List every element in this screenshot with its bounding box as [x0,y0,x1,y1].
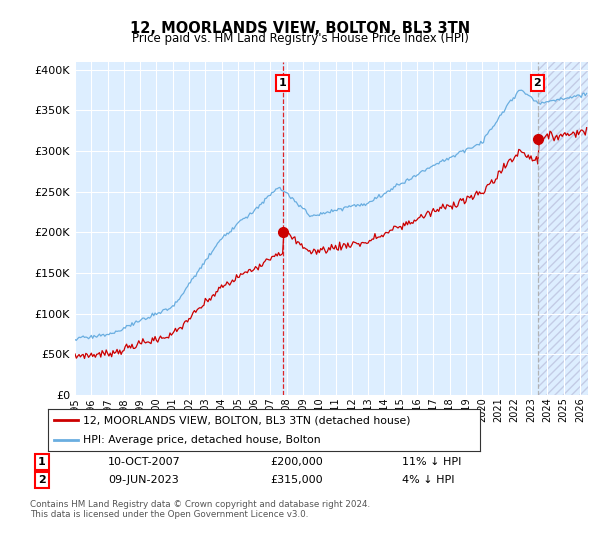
Text: 12, MOORLANDS VIEW, BOLTON, BL3 3TN (detached house): 12, MOORLANDS VIEW, BOLTON, BL3 3TN (det… [83,415,410,425]
Bar [538,62,588,395]
Text: HPI: Average price, detached house, Bolton: HPI: Average price, detached house, Bolt… [83,435,320,445]
Text: 1: 1 [38,457,46,467]
Text: 1: 1 [278,78,286,88]
Text: 09-JUN-2023: 09-JUN-2023 [108,475,179,485]
Text: 2: 2 [533,78,541,88]
Text: 11% ↓ HPI: 11% ↓ HPI [402,457,461,467]
Text: 2: 2 [38,475,46,485]
Text: £200,000: £200,000 [270,457,323,467]
Bar [538,62,588,395]
Text: 4% ↓ HPI: 4% ↓ HPI [402,475,455,485]
Text: 10-OCT-2007: 10-OCT-2007 [108,457,181,467]
Text: Contains HM Land Registry data © Crown copyright and database right 2024.
This d: Contains HM Land Registry data © Crown c… [30,500,370,519]
Text: Price paid vs. HM Land Registry's House Price Index (HPI): Price paid vs. HM Land Registry's House … [131,32,469,45]
Text: £315,000: £315,000 [270,475,323,485]
Text: 12, MOORLANDS VIEW, BOLTON, BL3 3TN: 12, MOORLANDS VIEW, BOLTON, BL3 3TN [130,21,470,36]
